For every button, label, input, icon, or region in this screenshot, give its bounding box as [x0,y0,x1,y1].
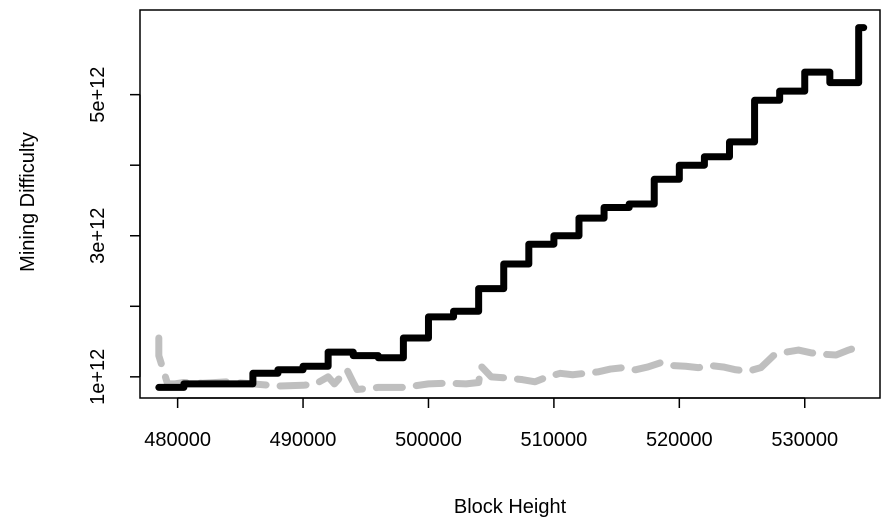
y-tick-label: 1e+12 [87,349,109,405]
x-tick-label: 530000 [771,429,838,451]
x-tick-label: 490000 [270,429,337,451]
y-tick-label: 5e+12 [87,67,109,123]
y-tick-label: 3e+12 [87,208,109,264]
series-layer [155,24,868,394]
y-axis: 1e+12 3e+12 5e+12 [87,67,141,405]
x-axis-title: Block Height [454,496,567,518]
x-tick-label: 520000 [646,429,713,451]
plot-frame [139,9,881,399]
series-line-1 [155,334,868,394]
x-axis: 480000 490000 500000 510000 520000 530000 [144,397,838,451]
x-tick-label: 510000 [521,429,588,451]
series-line-0 [155,24,868,391]
x-tick-label: 480000 [144,429,211,451]
x-tick-label: 500000 [395,429,462,451]
y-axis-title: Mining Difficulty [17,132,39,272]
